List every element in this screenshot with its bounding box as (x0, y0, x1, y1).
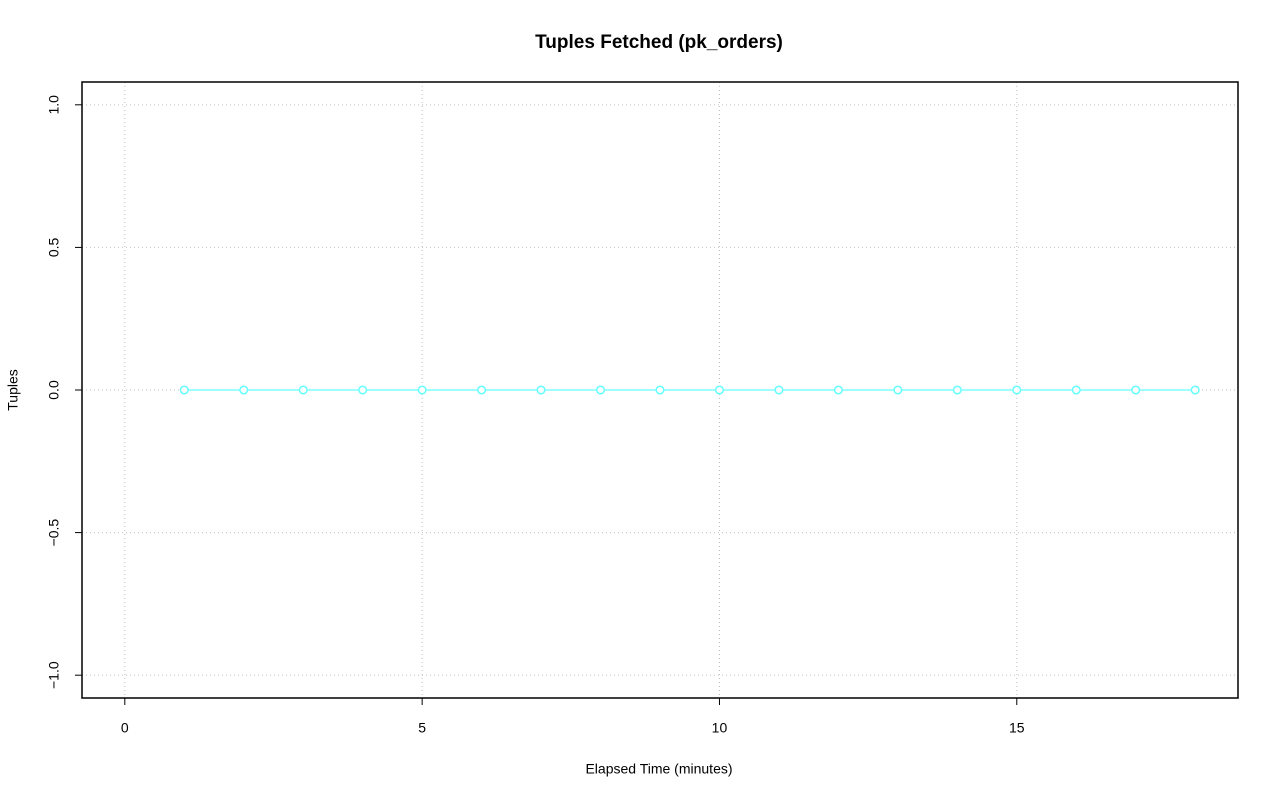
data-point (893, 385, 903, 395)
data-point (1190, 385, 1200, 395)
data-point (179, 385, 189, 395)
plot-frame (81, 81, 1239, 699)
data-point (1012, 385, 1022, 395)
x-axis-label: Elapsed Time (minutes) (585, 761, 732, 777)
x-tick-label: 10 (712, 720, 728, 736)
data-point (774, 385, 784, 395)
data-point (595, 385, 606, 395)
data-point (1131, 385, 1141, 395)
x-tick-label: 0 (121, 720, 129, 736)
data-point (833, 385, 843, 395)
data-point (952, 385, 962, 395)
data-point (655, 385, 665, 395)
y-tick-label: 0.0 (46, 380, 62, 400)
data-point (298, 385, 308, 395)
y-tick-label: 0.5 (46, 237, 62, 257)
chart-title: Tuples Fetched (pk_orders) (535, 32, 783, 53)
data-point (714, 385, 725, 395)
x-tick-label: 5 (418, 720, 426, 736)
data-point (1071, 385, 1081, 395)
y-tick-label: 1.0 (46, 95, 62, 115)
data-point (358, 385, 368, 395)
data-point (417, 385, 427, 395)
x-tick-label: 15 (1009, 720, 1025, 736)
y-tick-label: −0.5 (46, 519, 62, 547)
data-point (239, 385, 249, 395)
y-axis-label: Tuples (5, 369, 21, 411)
y-tick-label: −1.0 (46, 661, 62, 689)
data-point (536, 385, 546, 395)
data-point (477, 385, 487, 395)
